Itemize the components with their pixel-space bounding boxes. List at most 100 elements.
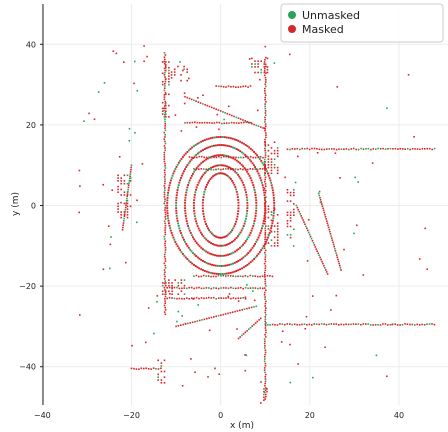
- point-masked: [236, 193, 239, 196]
- point-masked: [126, 214, 129, 216]
- point-masked: [264, 118, 266, 121]
- point-masked: [265, 243, 267, 245]
- point-masked: [233, 122, 235, 124]
- point-masked: [254, 196, 257, 199]
- point-masked: [254, 287, 257, 289]
- point-masked: [169, 293, 171, 295]
- point-masked: [207, 271, 210, 274]
- point-masked: [207, 181, 209, 184]
- point-masked: [184, 322, 187, 325]
- point-masked: [225, 136, 228, 139]
- point-masked: [242, 165, 244, 168]
- point-masked: [263, 63, 266, 65]
- point-masked: [193, 204, 195, 207]
- point-masked: [157, 379, 159, 381]
- point-unmasked: [164, 129, 167, 132]
- point-masked: [265, 101, 267, 103]
- point-masked: [428, 147, 431, 150]
- point-masked: [164, 289, 166, 291]
- point-masked: [109, 243, 112, 246]
- point-masked: [196, 121, 199, 124]
- point-masked: [167, 189, 170, 192]
- point-masked: [273, 202, 276, 204]
- point-masked: [293, 203, 295, 205]
- point-masked: [206, 239, 209, 242]
- point-unmasked: [264, 161, 266, 163]
- point-masked: [214, 254, 216, 257]
- point-masked: [163, 185, 166, 187]
- point-masked: [163, 56, 166, 58]
- point-masked: [416, 323, 418, 326]
- point-masked: [120, 194, 122, 196]
- point-masked: [189, 232, 192, 234]
- point-unmasked: [367, 147, 370, 150]
- point-masked: [183, 170, 185, 173]
- point-masked: [229, 271, 232, 274]
- point-masked: [198, 257, 201, 260]
- point-masked: [352, 147, 355, 150]
- point-masked: [270, 164, 273, 166]
- point-unmasked: [265, 322, 267, 324]
- point-unmasked: [261, 161, 264, 164]
- point-masked: [261, 227, 263, 230]
- point-masked: [210, 316, 213, 319]
- point-masked: [264, 45, 267, 48]
- point-masked: [337, 260, 340, 263]
- point-masked: [237, 235, 239, 238]
- point-masked: [186, 121, 189, 124]
- point-unmasked: [187, 259, 190, 262]
- point-masked: [196, 184, 199, 186]
- point-masked: [150, 368, 152, 370]
- point-masked: [176, 245, 179, 248]
- point-masked: [263, 194, 266, 196]
- point-masked: [340, 269, 342, 271]
- point-masked: [269, 179, 272, 182]
- point-masked: [262, 156, 264, 159]
- point-masked: [164, 54, 167, 56]
- point-masked: [163, 196, 166, 198]
- point-masked: [323, 264, 325, 267]
- point-unmasked: [293, 228, 295, 231]
- point-masked: [219, 172, 222, 175]
- point-masked: [264, 141, 266, 143]
- point-masked: [216, 154, 218, 157]
- point-masked: [379, 324, 382, 326]
- point-masked: [181, 156, 184, 158]
- point-masked: [161, 293, 164, 295]
- point-masked: [306, 260, 309, 262]
- point-masked: [252, 244, 255, 247]
- point-masked: [264, 387, 267, 389]
- point-masked: [163, 255, 166, 258]
- point-unmasked: [232, 146, 234, 149]
- point-masked: [235, 159, 238, 162]
- point-masked: [165, 61, 167, 63]
- point-unmasked: [128, 127, 131, 130]
- point-masked: [264, 233, 266, 236]
- point-masked: [143, 367, 145, 370]
- point-unmasked: [160, 365, 163, 367]
- point-masked: [257, 253, 260, 255]
- point-masked: [264, 98, 266, 101]
- point-unmasked: [165, 101, 167, 104]
- point-unmasked: [220, 275, 222, 277]
- point-masked: [254, 322, 257, 324]
- point-masked: [289, 323, 291, 325]
- point-masked: [272, 191, 275, 194]
- point-masked: [313, 147, 316, 150]
- point-masked: [166, 204, 169, 207]
- point-masked: [259, 287, 262, 289]
- point-unmasked: [177, 222, 179, 225]
- point-masked: [264, 149, 266, 152]
- point-masked: [276, 166, 279, 169]
- point-unmasked: [255, 124, 258, 127]
- point-masked: [217, 287, 220, 290]
- point-masked: [231, 229, 234, 232]
- point-unmasked: [179, 61, 181, 63]
- point-masked: [164, 209, 166, 211]
- point-unmasked: [389, 147, 392, 150]
- point-masked: [264, 249, 267, 252]
- point-unmasked: [164, 120, 166, 123]
- point-masked: [264, 229, 267, 232]
